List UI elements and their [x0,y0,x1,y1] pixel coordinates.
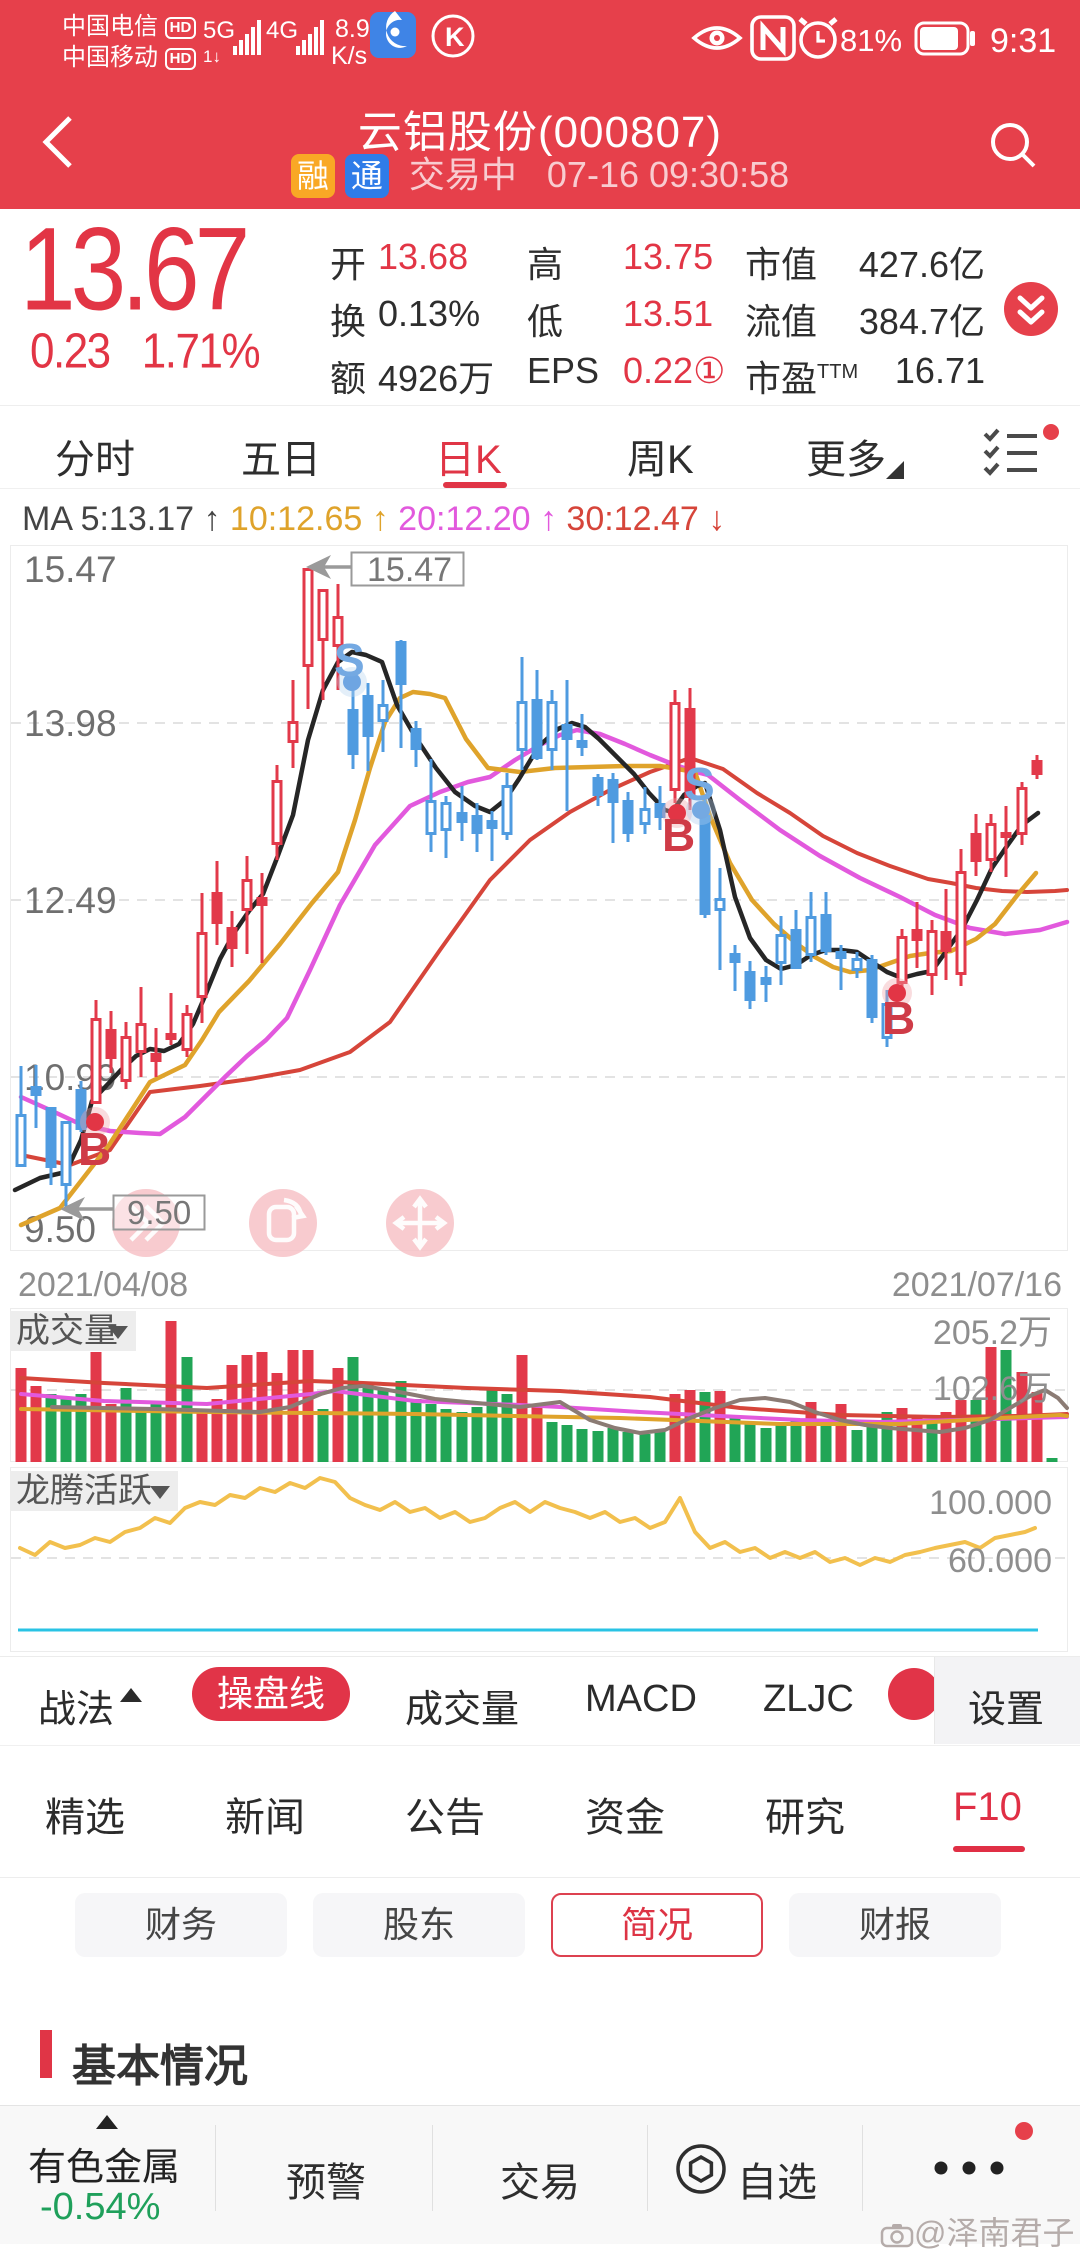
svg-text:13.98: 13.98 [24,703,117,744]
svg-text:12.49: 12.49 [24,880,117,921]
svg-text:81%: 81% [840,23,902,58]
svg-text:龙腾活跃: 龙腾活跃 [16,1472,152,1510]
svg-text:B: B [662,809,695,861]
svg-text:60.000: 60.000 [948,1542,1052,1580]
svg-text:9:31: 9:31 [990,22,1056,60]
svg-text:15.47: 15.47 [24,549,117,590]
svg-text:5G: 5G [203,17,235,44]
svg-text:8.9: 8.9 [335,15,370,43]
svg-text:S: S [334,634,365,686]
svg-text:102.6万: 102.6万 [933,1370,1052,1408]
svg-text:100.000: 100.000 [929,1484,1052,1522]
svg-text:15.47: 15.47 [367,551,452,589]
svg-text:B: B [882,992,915,1044]
svg-text:K/s: K/s [331,42,367,70]
svg-text:成交量: 成交量 [16,1312,118,1350]
svg-text:205.2万: 205.2万 [933,1314,1052,1352]
svg-text:K: K [445,22,465,52]
svg-text:9.50: 9.50 [127,1194,191,1231]
svg-text:2021/07/16: 2021/07/16 [892,1266,1062,1304]
svg-text:S: S [684,758,715,810]
svg-text:2021/04/08: 2021/04/08 [18,1266,188,1304]
svg-text:9.50: 9.50 [24,1209,96,1250]
svg-text:1↓: 1↓ [203,47,221,66]
svg-text:4G: 4G [266,17,298,44]
svg-text:B: B [78,1123,111,1175]
